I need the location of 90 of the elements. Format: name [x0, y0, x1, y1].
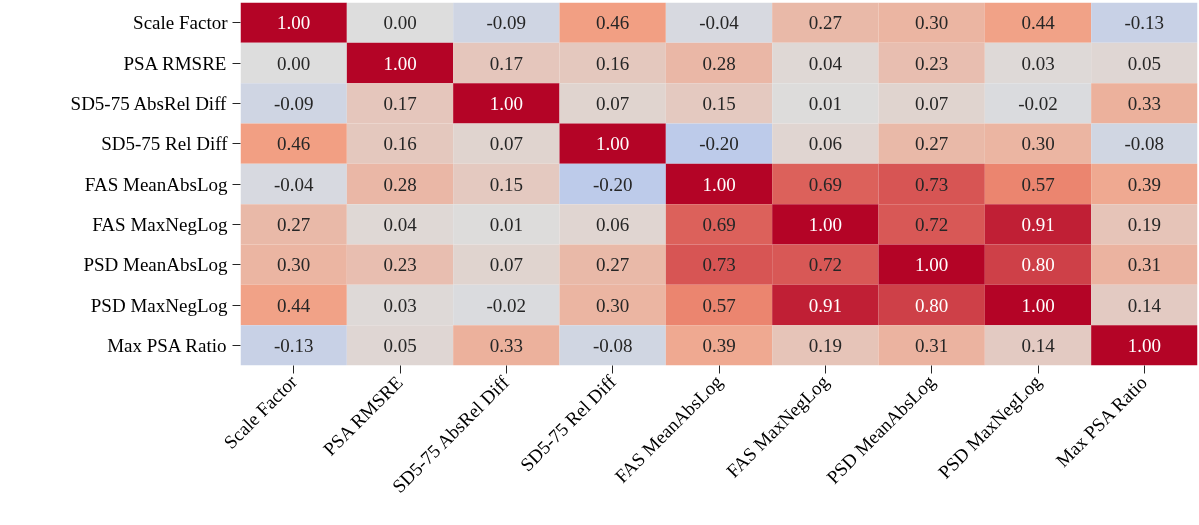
data-label: 1.00: [596, 133, 630, 155]
y-tick-label: PSD MaxNegLog: [90, 294, 228, 316]
data-label: 0.01: [489, 213, 523, 235]
data-label: 0.16: [596, 52, 630, 74]
data-label: 0.73: [702, 254, 736, 276]
data-label: 0.31: [915, 334, 949, 356]
y-tick-label: Scale Factor: [133, 12, 229, 34]
data-label: -0.04: [273, 173, 314, 195]
data-label: 0.28: [702, 52, 736, 74]
data-label: 0.69: [702, 213, 736, 235]
data-label: -0.13: [1124, 12, 1165, 34]
data-label: 0.44: [277, 294, 311, 316]
data-label: 0.44: [1021, 12, 1056, 34]
data-label: 1.00: [1021, 294, 1055, 316]
data-label: 0.05: [383, 334, 417, 356]
data-label: 0.15: [489, 173, 523, 195]
data-label: 0.30: [277, 254, 311, 276]
data-label: 0.72: [915, 213, 949, 235]
data-label: 1.00: [702, 173, 736, 195]
y-tick-label: PSD MeanAbsLog: [83, 254, 228, 276]
data-label: 1.00: [277, 12, 311, 34]
data-label: 0.27: [596, 254, 630, 276]
data-label: -0.09: [273, 92, 314, 114]
data-label: 0.31: [1127, 254, 1161, 276]
data-label: -0.02: [1018, 92, 1058, 114]
data-label: 0.14: [1127, 294, 1162, 316]
data-label: 0.07: [489, 254, 523, 276]
data-label: 0.57: [702, 294, 736, 316]
data-label: 0.28: [383, 173, 417, 195]
data-label: 1.00: [808, 213, 842, 235]
data-label: -0.20: [699, 133, 739, 155]
data-label: -0.04: [699, 12, 740, 34]
data-label: 1.00: [915, 254, 949, 276]
data-label: 0.16: [383, 133, 417, 155]
data-label: 0.57: [1021, 173, 1055, 195]
data-label: 0.27: [277, 213, 311, 235]
data-label: 0.27: [808, 12, 842, 34]
data-label: 0.14: [1021, 334, 1056, 356]
data-label: 0.05: [1127, 52, 1161, 74]
y-tick-label: FAS MaxNegLog: [92, 213, 228, 235]
data-label: 0.46: [277, 133, 311, 155]
data-label: 0.46: [596, 12, 630, 34]
y-tick-label: SD5-75 AbsRel Diff: [70, 92, 228, 114]
data-label: 0.01: [808, 92, 842, 114]
data-label: 0.23: [383, 254, 417, 276]
y-tick-label: PSA RMSRE: [123, 52, 227, 74]
data-label: 0.17: [383, 92, 417, 114]
data-label: 1.00: [489, 92, 523, 114]
data-label: 1.00: [383, 52, 417, 74]
data-label: 0.07: [915, 92, 949, 114]
data-label: 0.04: [383, 213, 418, 235]
data-label: 0.00: [383, 12, 417, 34]
data-label: -0.02: [486, 294, 527, 316]
data-label: 0.39: [1127, 173, 1161, 195]
data-label: 0.30: [1021, 133, 1055, 155]
data-label: 0.15: [702, 92, 736, 114]
data-label: 0.19: [808, 334, 842, 356]
data-label: 0.23: [915, 52, 949, 74]
data-label: 0.69: [808, 173, 842, 195]
data-label: 0.17: [489, 52, 523, 74]
y-tick-label: Max PSA Ratio: [107, 334, 227, 356]
data-label: 0.03: [1021, 52, 1055, 74]
data-label: 0.80: [1021, 254, 1055, 276]
data-label: -0.20: [592, 173, 633, 195]
data-label: 0.06: [596, 213, 630, 235]
data-label: -0.08: [1124, 133, 1165, 155]
data-label: 0.73: [915, 173, 949, 195]
data-label: -0.13: [273, 334, 314, 356]
data-label: 0.91: [1021, 213, 1055, 235]
data-label: 0.33: [489, 334, 523, 356]
data-label: 0.91: [808, 294, 842, 316]
data-label: 0.27: [915, 133, 949, 155]
data-label: 0.39: [702, 334, 736, 356]
data-label: -0.08: [592, 334, 633, 356]
data-label: 0.03: [383, 294, 417, 316]
y-tick-label: FAS MeanAbsLog: [84, 173, 228, 195]
data-label: 0.06: [808, 133, 842, 155]
data-label: 0.07: [489, 133, 523, 155]
data-label: 0.72: [808, 254, 842, 276]
data-label: 0.00: [277, 52, 311, 74]
data-label: 0.07: [596, 92, 630, 114]
data-label: 0.30: [596, 294, 630, 316]
data-label: 0.04: [808, 52, 843, 74]
data-label: 0.80: [915, 294, 949, 316]
data-label: -0.09: [486, 12, 527, 34]
data-label: 1.00: [1127, 334, 1161, 356]
data-label: 0.19: [1127, 213, 1161, 235]
data-label: 0.30: [915, 12, 949, 34]
y-tick-label: SD5-75 Rel Diff: [101, 133, 229, 155]
data-label: 0.33: [1127, 92, 1161, 114]
